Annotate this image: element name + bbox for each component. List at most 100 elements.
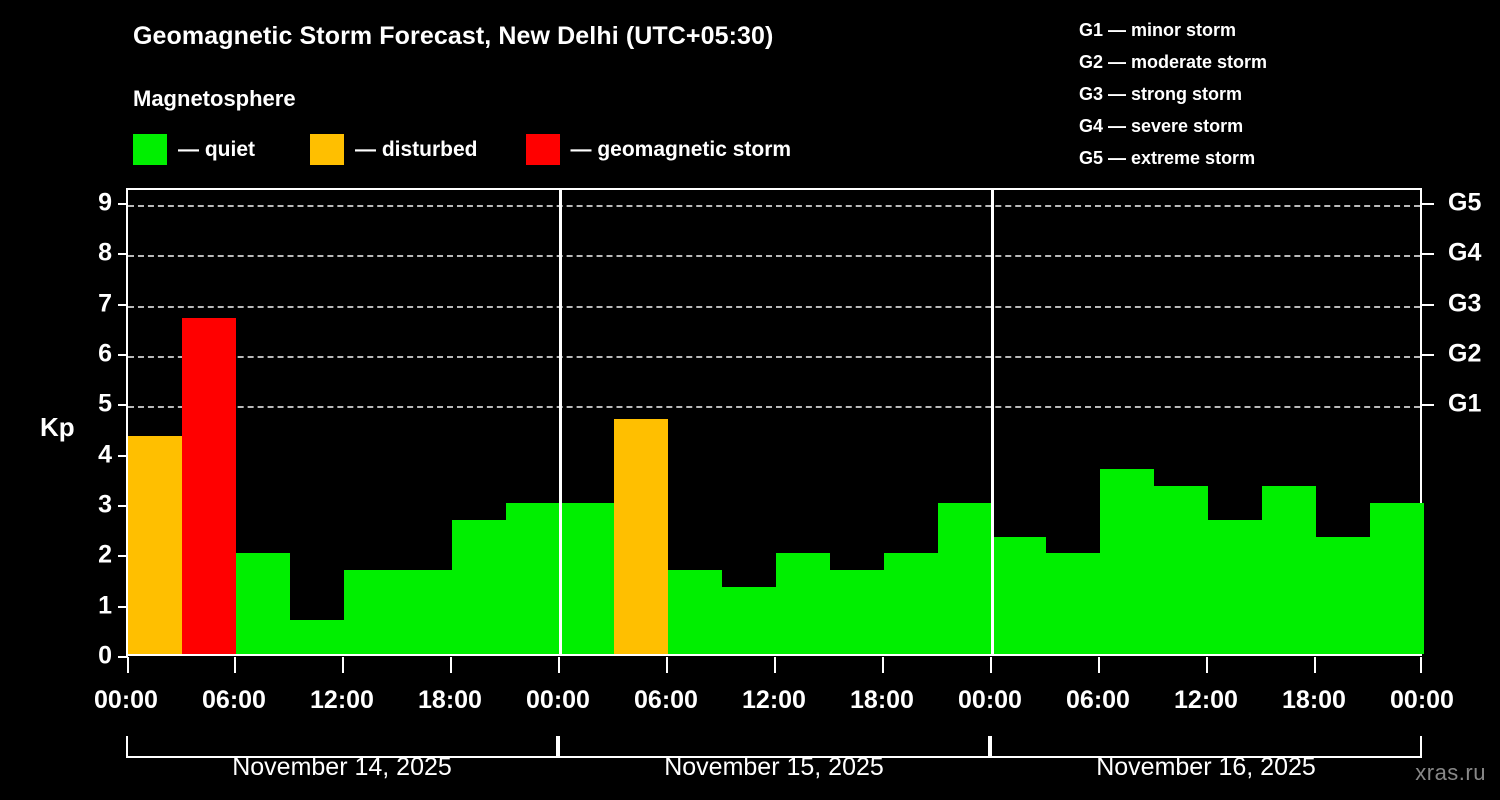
x-tick-mark-2	[342, 657, 344, 673]
g-tick-label-G1: G1	[1448, 389, 1482, 418]
legend-label-geomagnetic-storm: — geomagnetic storm	[570, 137, 792, 161]
bar[interactable]	[344, 569, 398, 654]
day-label-2: November 15, 2025	[664, 753, 884, 781]
bar-slot	[614, 190, 668, 654]
bar[interactable]	[884, 553, 938, 654]
gridline-G5	[128, 205, 1420, 208]
y-tick-label-3: 3	[98, 490, 112, 519]
bar-slot	[1208, 190, 1262, 654]
x-tick-label-9: 06:00	[1066, 686, 1130, 714]
gridline-G3	[128, 305, 1420, 308]
bar-slot	[344, 190, 398, 654]
y-tick-label-8: 8	[98, 238, 112, 267]
watermark: xras.ru	[1415, 760, 1486, 785]
g-scale-line-5: G5 — extreme storm	[1079, 148, 1256, 168]
bar[interactable]	[1154, 486, 1208, 654]
bar-slot	[668, 190, 722, 654]
y-axis-label: Kp	[40, 412, 75, 442]
gridline-G2	[128, 356, 1420, 359]
x-tick-label-0: 00:00	[94, 686, 158, 714]
y-tick-label-2: 2	[98, 540, 112, 569]
day-label-1: November 14, 2025	[232, 753, 452, 781]
bar-slot	[1100, 190, 1154, 654]
bar-slot	[1046, 190, 1100, 654]
color-legend: — quiet — disturbed — geomagnetic storm	[133, 134, 791, 165]
x-tick-label-10: 12:00	[1174, 686, 1238, 714]
day-label-3: November 16, 2025	[1096, 753, 1316, 781]
bar-slot	[1262, 190, 1316, 654]
y-tick-label-7: 7	[98, 289, 112, 318]
g-tick-label-G4: G4	[1448, 238, 1482, 267]
x-tick-mark-0	[127, 657, 129, 673]
bar[interactable]	[1208, 519, 1262, 654]
page-title: Geomagnetic Storm Forecast, New Delhi (U…	[133, 22, 774, 50]
x-tick-mark-7	[882, 657, 884, 673]
bar-slot	[1370, 190, 1424, 654]
bar-slot	[182, 190, 236, 654]
bar[interactable]	[722, 587, 776, 654]
x-tick-label-6: 12:00	[742, 686, 806, 714]
bar[interactable]	[938, 503, 992, 654]
legend-item-quiet: — quiet	[133, 134, 255, 165]
bar-series	[128, 190, 1424, 654]
g-tick-label-G3: G3	[1448, 289, 1482, 318]
bar-slot	[398, 190, 452, 654]
bar[interactable]	[1316, 536, 1370, 654]
g-tick-label-G5: G5	[1448, 188, 1482, 217]
bar[interactable]	[614, 419, 668, 654]
legend-item-geomagnetic-storm: — geomagnetic storm	[525, 134, 792, 165]
y-tick-mark-2	[118, 555, 128, 558]
x-tick-label-5: 06:00	[634, 686, 698, 714]
bar[interactable]	[560, 503, 614, 654]
y-tick-mark-7	[118, 303, 128, 306]
x-tick-label-8: 00:00	[958, 686, 1022, 714]
y-tick-mark-0	[118, 656, 128, 658]
bar[interactable]	[830, 569, 884, 654]
bar[interactable]	[290, 620, 344, 654]
bar[interactable]	[182, 318, 236, 654]
x-tick-label-12: 00:00	[1390, 686, 1454, 714]
y-tick-label-9: 9	[98, 188, 112, 217]
bar-slot	[236, 190, 290, 654]
x-tick-mark-6	[774, 657, 776, 673]
x-tick-mark-1	[234, 657, 236, 673]
y-tick-mark-6	[118, 354, 128, 357]
bar[interactable]	[128, 436, 182, 654]
bar[interactable]	[398, 569, 452, 654]
x-tick-label-1: 06:00	[202, 686, 266, 714]
plot-area	[126, 188, 1424, 656]
g-tick-mark-G2	[1422, 354, 1434, 357]
bar[interactable]	[236, 553, 290, 654]
g-scale-line-4: G4 — severe storm	[1079, 116, 1244, 136]
x-tick-mark-11	[1314, 657, 1316, 673]
g-tick-mark-G4	[1422, 253, 1434, 256]
bar[interactable]	[452, 519, 506, 654]
y-axis-ticks: 0 1 2 3 4 5 6 7 8 9	[62, 188, 112, 670]
g-tick-mark-G1	[1422, 404, 1434, 407]
legend-item-disturbed: — disturbed	[310, 134, 478, 165]
bar[interactable]	[1046, 553, 1100, 654]
bar-slot	[776, 190, 830, 654]
bar[interactable]	[1370, 503, 1424, 654]
bar[interactable]	[668, 569, 722, 654]
g-scale-line-1: G1 — minor storm	[1079, 20, 1237, 40]
x-tick-mark-8	[990, 657, 992, 673]
bar-slot	[560, 190, 614, 654]
x-tick-mark-10	[1206, 657, 1208, 673]
bar-slot	[722, 190, 776, 654]
bar[interactable]	[1262, 486, 1316, 654]
x-tick-label-3: 18:00	[418, 686, 482, 714]
g-scale-line-3: G3 — strong storm	[1079, 84, 1243, 104]
bar[interactable]	[992, 536, 1046, 654]
x-tick-mark-12	[1420, 657, 1422, 673]
x-tick-mark-5	[666, 657, 668, 673]
bar-slot	[506, 190, 560, 654]
bar[interactable]	[1100, 469, 1154, 654]
bar[interactable]	[506, 503, 560, 654]
x-tick-mark-9	[1098, 657, 1100, 673]
g-tick-mark-G5	[1422, 203, 1434, 206]
g-scale-legend: G1 — minor storm G2 — moderate storm G3 — …	[1079, 14, 1267, 174]
y-tick-mark-4	[118, 454, 128, 457]
legend-label-disturbed: — disturbed	[355, 137, 478, 161]
bar[interactable]	[776, 553, 830, 654]
